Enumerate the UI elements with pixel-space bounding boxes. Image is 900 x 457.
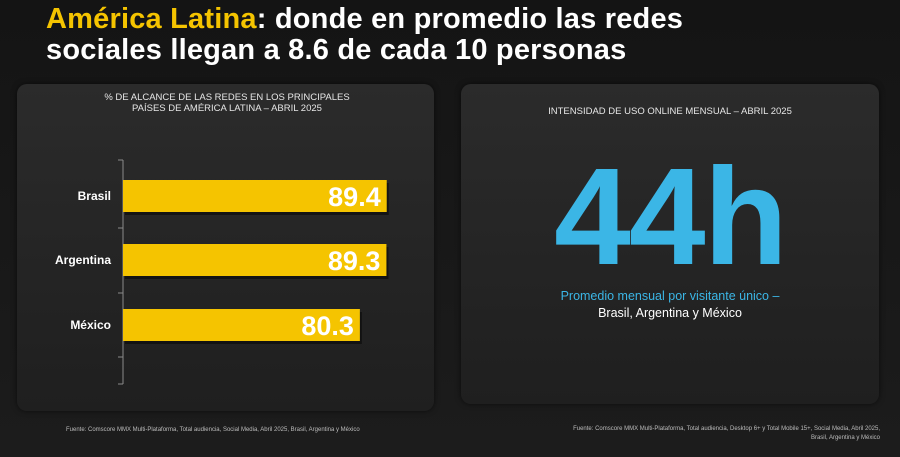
reach-chart-panel: % DE ALCANCE DE LAS REDES EN LOS PRINCIP…	[17, 84, 434, 411]
usage-intensity-heading: INTENSIDAD DE USO ONLINE MENSUAL – ABRIL…	[548, 106, 792, 117]
page-title: América Latina: donde en promedio las re…	[46, 4, 886, 66]
reach-chart-heading: % DE ALCANCE DE LAS REDES EN LOS PRINCIP…	[57, 92, 397, 114]
monthly-hours-caption: Promedio mensual por visitante único –	[560, 289, 780, 303]
category-label-mexico: México	[70, 318, 111, 332]
title-highlight: América Latina	[46, 3, 257, 35]
right-source-note: Fuente: Comscore MMX Multi-Plataforma, T…	[478, 425, 880, 443]
right-source-line2: Brasil, Argentina y México	[810, 435, 880, 441]
bar-brasil	[123, 180, 387, 212]
right-source-line1: Fuente: Comscore MMX Multi-Plataforma, T…	[573, 426, 880, 432]
bar-mexico	[123, 309, 360, 341]
reach-chart-heading-line2: PAÍSES DE AMÉRICA LATINA – ABRIL 2025	[132, 103, 322, 114]
title-line2: sociales llegan a 8.6 de cada 10 persona…	[46, 34, 627, 66]
reach-bar-chart: Brasil 89.4 Argentina 89.3 México 80.3	[55, 159, 389, 385]
left-source-note: Fuente: Comscore MMX Multi-Plataforma, T…	[66, 427, 360, 433]
bar-argentina	[123, 244, 387, 276]
value-label-mexico: 80.3	[301, 311, 354, 341]
category-label-brasil: Brasil	[78, 189, 111, 203]
usage-intensity-panel: INTENSIDAD DE USO ONLINE MENSUAL – ABRIL…	[461, 84, 879, 404]
value-label-argentina: 89.3	[328, 246, 381, 276]
title-rest-line1: : donde en promedio las redes	[256, 3, 684, 35]
value-label-brasil: 89.4	[328, 182, 381, 212]
category-label-argentina: Argentina	[55, 253, 111, 267]
monthly-hours-countries: Brasil, Argentina y México	[598, 306, 742, 320]
monthly-hours-value: 44h	[554, 140, 788, 294]
reach-chart-heading-line1: % DE ALCANCE DE LAS REDES EN LOS PRINCIP…	[104, 92, 350, 103]
